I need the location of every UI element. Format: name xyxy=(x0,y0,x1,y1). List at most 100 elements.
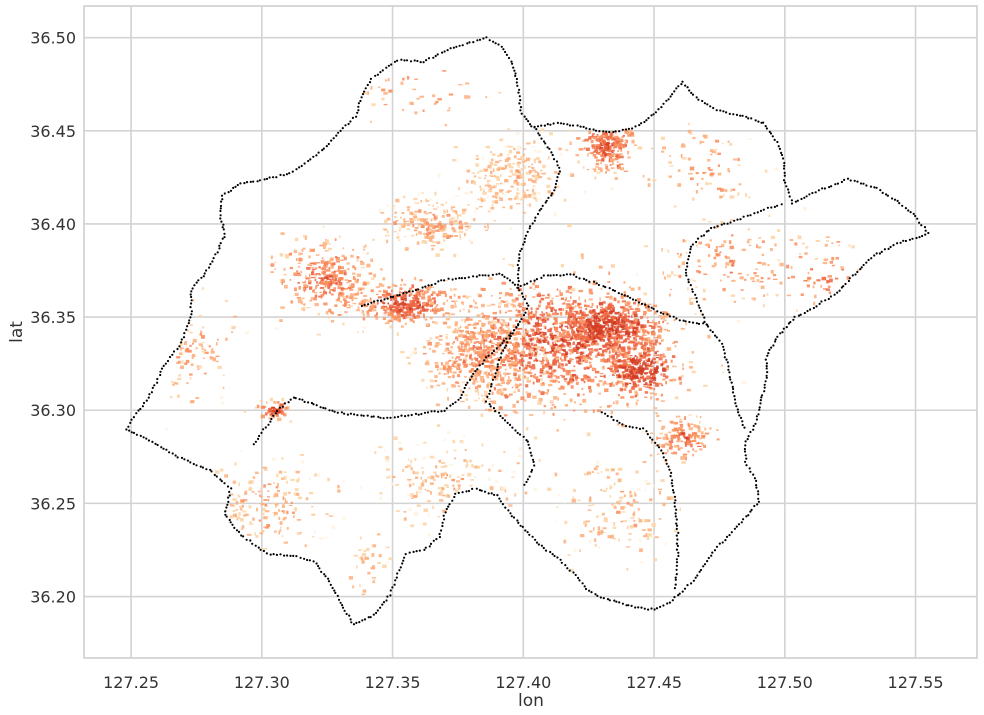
density-point xyxy=(495,321,498,324)
density-point xyxy=(630,395,635,399)
density-point xyxy=(528,171,531,175)
density-point xyxy=(444,365,449,369)
density-point xyxy=(478,351,482,354)
density-point xyxy=(611,374,615,376)
density-point xyxy=(540,169,543,172)
density-point xyxy=(596,152,600,154)
density-point xyxy=(556,312,559,316)
density-point xyxy=(549,327,553,330)
density-point xyxy=(541,348,546,352)
density-point xyxy=(619,336,623,340)
density-point xyxy=(581,388,584,390)
density-point xyxy=(406,356,411,359)
density-point xyxy=(422,471,425,475)
density-point xyxy=(589,292,594,295)
density-point xyxy=(620,506,625,510)
density-point xyxy=(799,253,802,255)
density-point xyxy=(547,389,550,393)
density-point xyxy=(700,187,704,190)
density-point xyxy=(521,197,525,201)
density-point xyxy=(409,219,414,224)
density-point xyxy=(549,295,551,297)
density-point xyxy=(434,380,438,382)
density-point xyxy=(424,241,428,244)
boundary-point xyxy=(129,421,132,424)
density-point xyxy=(533,488,537,491)
density-point xyxy=(593,321,597,324)
density-point xyxy=(639,548,643,553)
density-point xyxy=(564,501,567,504)
density-point xyxy=(435,253,440,257)
density-point xyxy=(483,357,488,361)
density-point xyxy=(675,415,681,418)
density-point xyxy=(360,287,365,290)
density-point xyxy=(698,442,703,445)
density-point xyxy=(643,383,647,386)
density-point xyxy=(462,208,467,212)
density-point xyxy=(673,340,678,343)
density-point xyxy=(624,139,627,142)
density-point xyxy=(658,420,662,422)
density-point xyxy=(805,246,809,249)
density-point xyxy=(541,172,546,175)
density-point xyxy=(636,308,641,312)
density-point xyxy=(621,311,624,315)
density-point xyxy=(681,429,685,432)
density-point xyxy=(537,319,540,323)
density-point xyxy=(718,246,722,248)
density-point xyxy=(618,499,623,502)
density-point xyxy=(605,344,608,348)
density-point xyxy=(482,157,485,161)
density-point xyxy=(362,330,364,333)
density-point xyxy=(308,255,311,259)
density-point xyxy=(633,511,636,515)
density-point xyxy=(520,183,524,186)
density-point xyxy=(366,310,370,315)
density-point xyxy=(413,351,417,355)
density-point xyxy=(360,556,363,561)
density-point xyxy=(433,208,438,210)
density-point xyxy=(573,488,577,492)
density-point xyxy=(416,241,420,245)
density-point xyxy=(492,311,497,315)
density-point xyxy=(278,516,281,520)
density-point xyxy=(644,396,648,398)
density-point xyxy=(599,311,604,314)
density-point xyxy=(482,336,486,339)
density-point xyxy=(283,492,288,496)
density-point xyxy=(426,323,429,326)
density-point xyxy=(546,184,551,189)
density-point xyxy=(467,95,471,99)
density-point xyxy=(614,311,619,315)
density-point xyxy=(487,180,489,185)
density-point xyxy=(371,277,375,280)
density-point xyxy=(282,496,285,500)
density-point xyxy=(289,266,294,270)
density-point xyxy=(682,240,687,243)
density-point xyxy=(424,479,427,483)
density-point xyxy=(260,502,265,506)
density-point xyxy=(496,370,499,374)
density-point xyxy=(457,334,463,338)
density-point xyxy=(462,360,466,363)
density-point xyxy=(631,362,633,365)
density-point xyxy=(469,304,473,308)
density-point xyxy=(801,242,805,245)
density-point xyxy=(363,294,368,297)
density-point xyxy=(415,443,419,446)
density-point xyxy=(419,289,424,291)
density-point xyxy=(536,346,540,350)
density-point xyxy=(408,483,412,488)
density-point xyxy=(517,304,521,307)
density-point xyxy=(411,284,415,289)
density-point xyxy=(605,342,608,345)
density-point xyxy=(729,195,735,199)
density-point xyxy=(493,358,499,360)
density-point xyxy=(441,290,447,294)
density-point xyxy=(424,223,428,226)
density-point xyxy=(591,504,595,506)
density-point xyxy=(565,363,568,366)
density-point xyxy=(652,357,656,361)
density-point xyxy=(415,303,418,307)
density-point xyxy=(466,317,470,321)
